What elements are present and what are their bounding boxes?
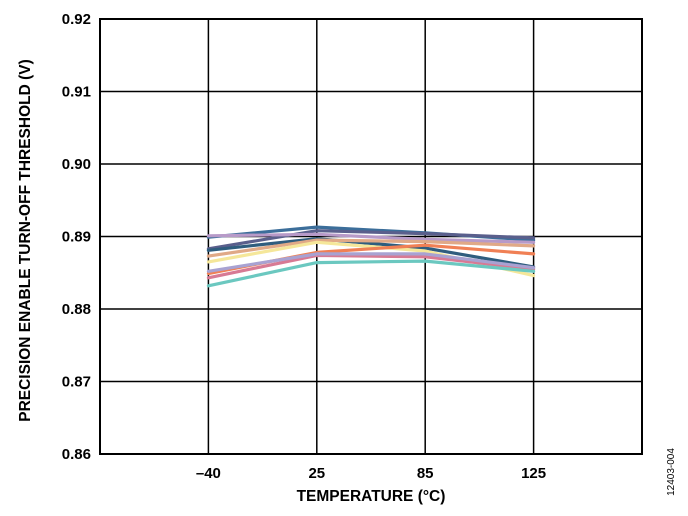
- y-tick-label: 0.86: [62, 446, 91, 463]
- series-line-9: [206, 252, 536, 273]
- y-tick-label: 0.90: [62, 156, 91, 173]
- y-tick-label: 0.89: [62, 229, 91, 246]
- x-axis-title: TEMPERATURE (°C): [297, 488, 446, 505]
- y-tick-labels: 0.86 0.87 0.88 0.89 0.90 0.91 0.92: [62, 11, 91, 463]
- figure-id: 12403-004: [666, 448, 677, 496]
- y-tick-label: 0.88: [62, 301, 91, 318]
- series-line-8: [206, 253, 536, 280]
- y-axis-title: PRECISION ENABLE TURN-OFF THRESHOLD (V): [17, 59, 34, 422]
- series-line-5: [206, 238, 536, 258]
- series-lines: [206, 225, 536, 288]
- series-line-4: [206, 232, 536, 244]
- x-tick-labels: –40 25 85 125: [196, 465, 546, 482]
- y-tick-label: 0.91: [62, 84, 91, 101]
- x-tick-label: 85: [417, 465, 434, 482]
- y-tick-label: 0.87: [62, 374, 91, 391]
- x-tick-label: 125: [521, 465, 546, 482]
- plot-frame: [99, 18, 643, 455]
- series-line-3: [206, 237, 536, 269]
- series-line-2: [206, 229, 536, 251]
- y-tick-label: 0.92: [62, 11, 91, 28]
- x-tick-label: –40: [196, 465, 221, 482]
- series-line-10: [206, 259, 536, 288]
- x-tick-label: 25: [308, 465, 325, 482]
